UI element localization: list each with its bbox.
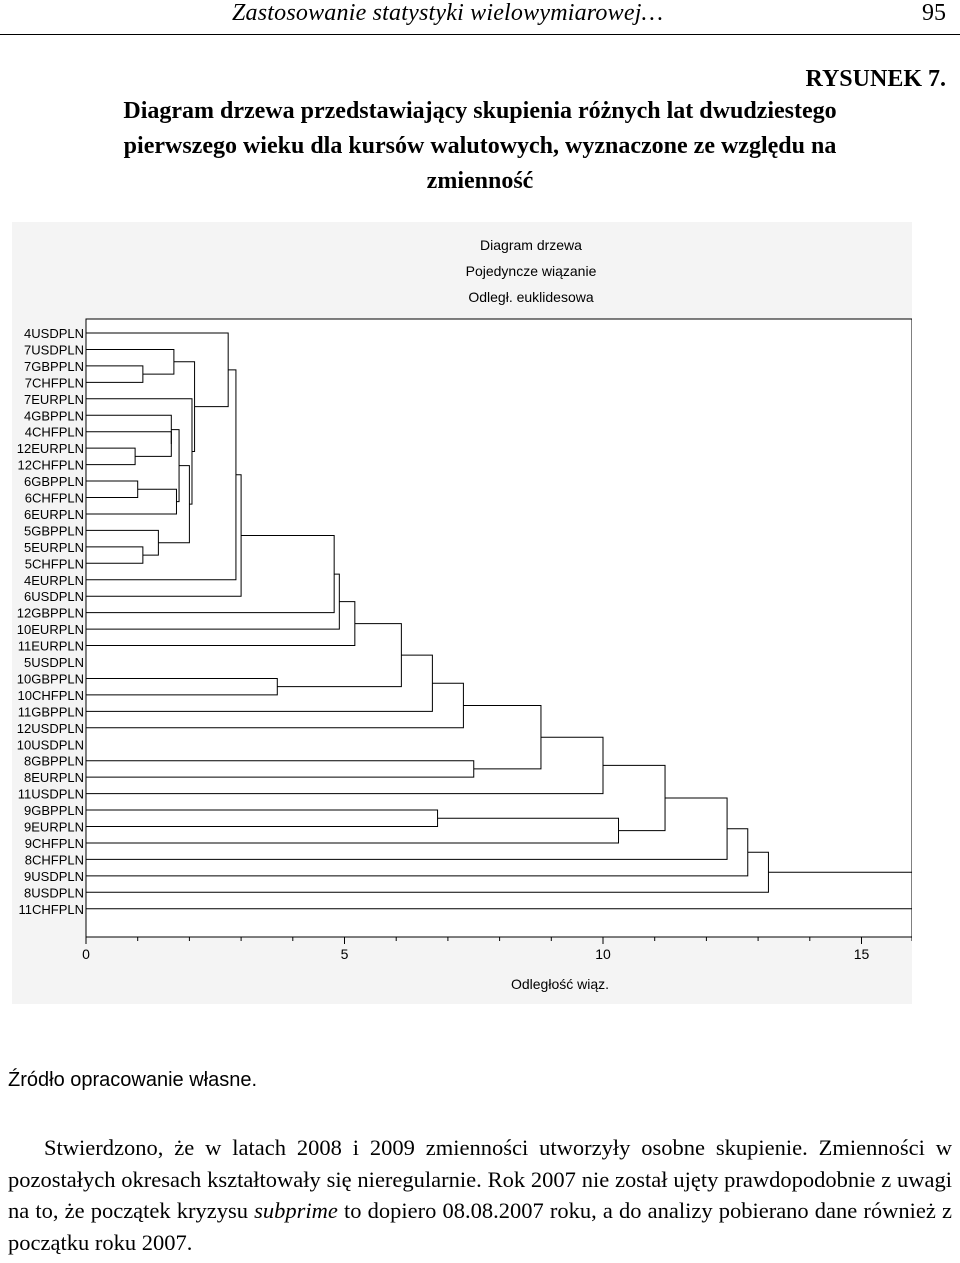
leaf-label: 10EURPLN (17, 622, 84, 637)
running-header: Zastosowanie statystyki wielowymiarowej…… (0, 0, 960, 35)
leaf-label: 5USDPLN (24, 655, 84, 670)
chart-subtitle-distance: Odległ. euklidesowa (468, 289, 594, 305)
leaf-label: 7USDPLN (24, 342, 84, 357)
leaf-label: 10CHFPLN (18, 688, 84, 703)
leaf-label: 7CHFPLN (25, 375, 84, 390)
leaf-label: 6GBPPLN (24, 474, 84, 489)
leaf-label: 9GBPPLN (24, 803, 84, 818)
x-axis: 0 5 10 15 (82, 937, 912, 962)
leaf-label: 5EURPLN (24, 540, 84, 555)
leaf-label: 11GBPPLN (18, 704, 84, 719)
leaf-label: 11CHFPLN (18, 902, 84, 917)
chart-subtitle-linkage: Pojedyncze wiązanie (466, 263, 597, 279)
leaf-label: 10USDPLN (17, 737, 84, 752)
leaf-label: 5CHFPLN (25, 556, 84, 571)
leaf-label: 12EURPLN (17, 441, 84, 456)
leaf-label: 7GBPPLN (24, 359, 84, 374)
x-tick-label: 15 (854, 946, 870, 962)
leaf-label: 12GBPPLN (17, 606, 84, 621)
leaf-label: 11EURPLN (18, 639, 84, 654)
running-title: Zastosowanie statystyki wielowymiarowej… (232, 0, 664, 26)
leaf-label: 4USDPLN (24, 326, 84, 341)
paragraph-italic-term: subprime (254, 1198, 338, 1223)
x-axis-label: Odległość wiąz. (511, 976, 609, 992)
leaf-label: 4EURPLN (24, 573, 84, 588)
leaf-label: 11USDPLN (18, 787, 84, 802)
leaf-label: 6CHFPLN (25, 491, 84, 506)
x-tick-label: 5 (341, 946, 349, 962)
x-tick-label: 10 (595, 946, 611, 962)
leaf-label: 12CHFPLN (18, 458, 84, 473)
leaf-label: 9CHFPLN (25, 836, 84, 851)
x-tick-label: 0 (82, 946, 90, 962)
body-paragraph: Stwierdzono, że w latach 2008 i 2009 zmi… (8, 1132, 952, 1258)
paragraph-text-start: Stwierdzono, że w latach 2008 i 2009 zmi… (8, 1135, 952, 1223)
figure-title-line-1: Diagram drzewa przedstawiający skupienia… (123, 98, 837, 124)
leaf-label: 8EURPLN (24, 770, 84, 785)
figure-label: RYSUNEK 7. (805, 66, 946, 92)
leaf-label: 4CHFPLN (25, 425, 84, 440)
leaf-label: 7EURPLN (24, 392, 84, 407)
leaf-label: 6USDPLN (24, 589, 84, 604)
leaf-label: 9USDPLN (24, 869, 84, 884)
figure-title-line-2: pierwszego wieku dla kursów walutowych, … (123, 133, 837, 159)
dendrogram-chart: Diagram drzewa Pojedyncze wiązanie Odleg… (12, 222, 912, 1004)
figure-title-line-3: zmienność (426, 168, 534, 194)
dendrogram-link (86, 414, 172, 445)
figure-title: Diagram drzewa przedstawiający skupienia… (30, 94, 930, 199)
leaf-label: 8USDPLN (24, 885, 84, 900)
paragraph-text-end: to dopiero 08.08.2007 roku, a do analizy… (8, 1198, 952, 1255)
dendrogram-branches (86, 332, 912, 910)
plot-area (85, 318, 912, 938)
leaf-label: 12USDPLN (17, 721, 84, 736)
leaf-label: 8GBPPLN (24, 754, 84, 769)
leaf-label: 5GBPPLN (24, 523, 84, 538)
chart-title: Diagram drzewa (480, 237, 582, 253)
leaf-label: 6EURPLN (24, 507, 84, 522)
leaf-label: 10GBPPLN (17, 671, 84, 686)
leaf-label: 9EURPLN (24, 820, 84, 835)
leaf-label: 8CHFPLN (25, 852, 84, 867)
page-number: 95 (922, 0, 946, 26)
dendrogram-link (86, 447, 136, 466)
leaf-label: 4GBPPLN (24, 408, 84, 423)
figure-source: Źródło opracowanie własne. (8, 1069, 258, 1091)
